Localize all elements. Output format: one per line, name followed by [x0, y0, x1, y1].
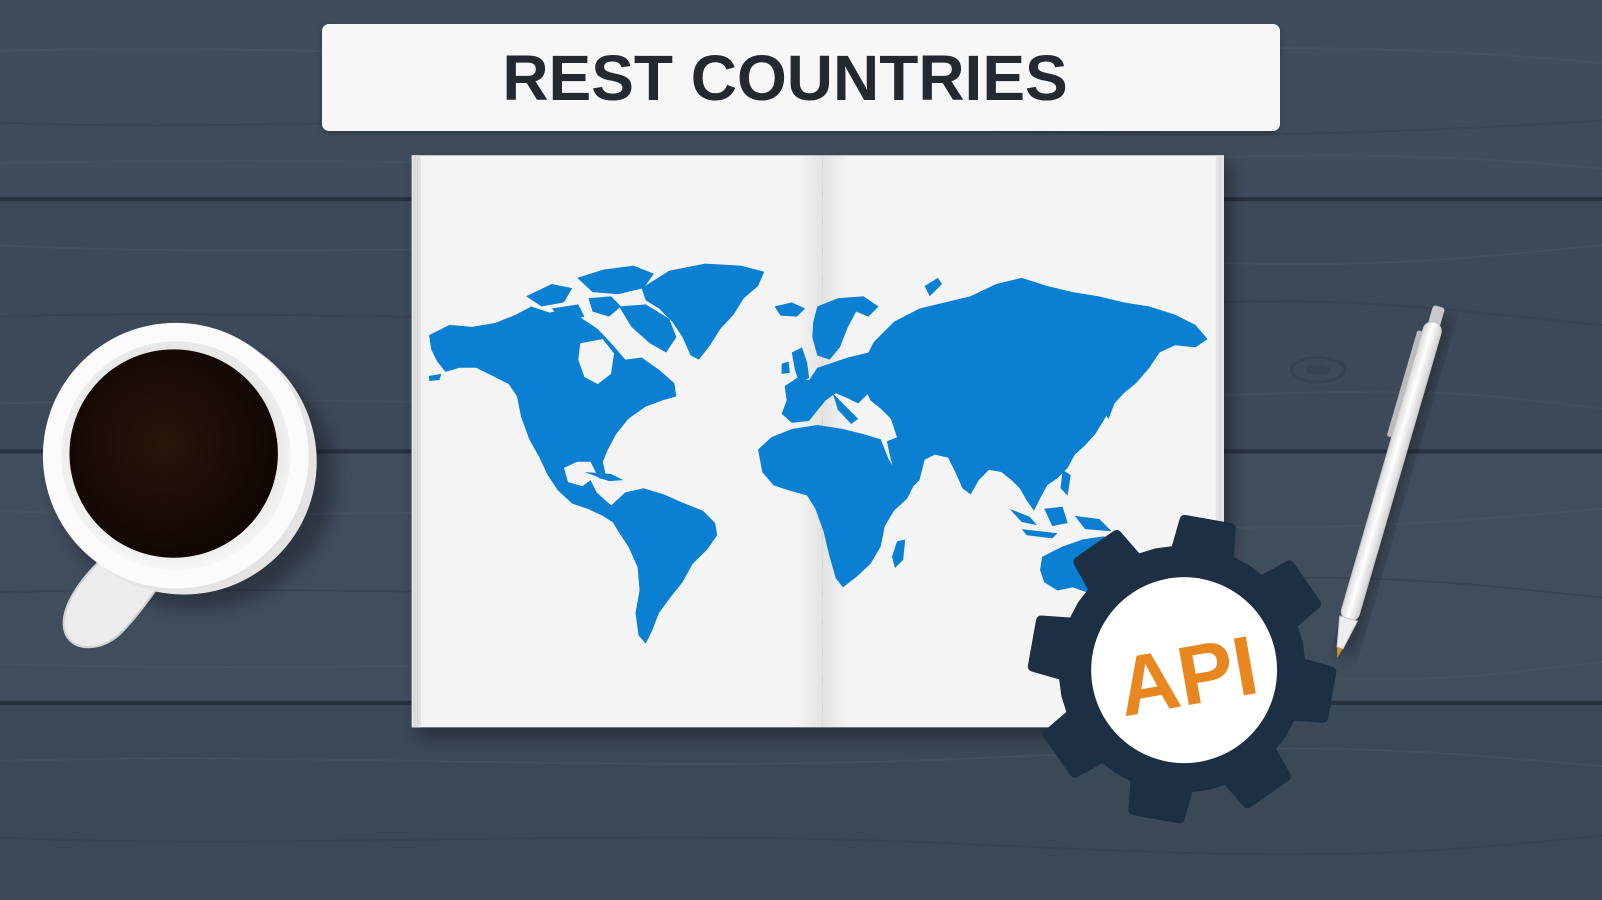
- peninsula-italy: [832, 393, 859, 424]
- island-aleutian: [429, 373, 442, 382]
- island-philippines: [1060, 469, 1071, 496]
- notebook-left-page: [411, 155, 823, 728]
- island-new-guinea: [1074, 515, 1112, 532]
- island-sumatra: [1009, 508, 1038, 526]
- pen-clip: [1387, 330, 1422, 437]
- island-novaya-zemlya: [924, 277, 942, 297]
- wood-grain-line: [0, 834, 1602, 856]
- wood-knot: [1305, 364, 1331, 375]
- wood-knot: [1289, 356, 1347, 384]
- continent-asia: [864, 277, 1208, 511]
- world-map: [429, 263, 1208, 644]
- island-java: [1021, 529, 1058, 539]
- island-borneo: [1044, 506, 1068, 527]
- island-iceland: [774, 302, 806, 317]
- coffee-cup-icon: [42, 322, 336, 649]
- page-title: REST COUNTRIES: [502, 41, 1068, 114]
- title-banner: REST COUNTRIES: [322, 24, 1280, 131]
- notebook-left-edge: [411, 155, 421, 728]
- island-caribbean: [584, 471, 624, 482]
- continent-africa: [758, 424, 916, 588]
- coffee-liquid: [69, 349, 278, 558]
- island-madagascar: [891, 539, 906, 568]
- island-baffin: [619, 304, 677, 353]
- pen-tip: [1337, 647, 1343, 658]
- island-great-britain: [791, 347, 810, 383]
- hudson-bay: [578, 339, 615, 385]
- island-japan: [1098, 377, 1116, 419]
- api-badge: API: [1027, 514, 1337, 824]
- island-arctic: [551, 304, 585, 322]
- continent-south-america: [610, 488, 718, 644]
- island-arctic: [588, 296, 622, 317]
- island-arctic: [526, 283, 573, 307]
- island-ireland: [781, 361, 790, 374]
- continent-north-america: [429, 306, 677, 526]
- continent-greenland: [641, 263, 765, 360]
- api-badge-circle: [1091, 577, 1278, 764]
- continent-scandinavia: [812, 296, 879, 360]
- island-arctic: [577, 265, 654, 295]
- wood-grain-line: [0, 747, 1602, 768]
- pen-icon: [1336, 305, 1451, 658]
- pen-cone: [1336, 615, 1359, 650]
